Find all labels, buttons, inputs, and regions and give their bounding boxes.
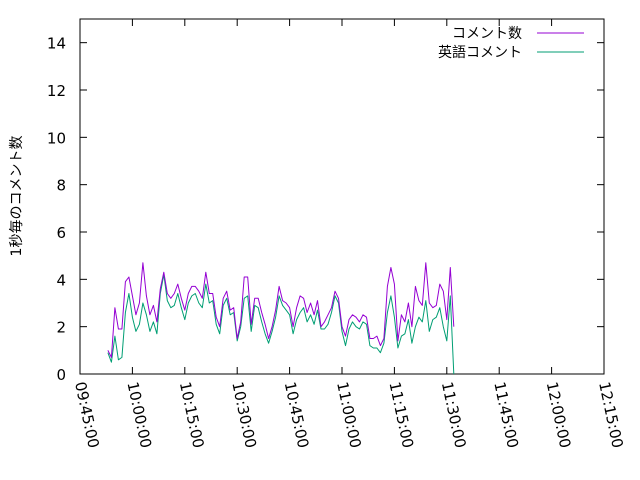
y-tick-label: 0	[56, 366, 66, 384]
y-tick-label: 6	[56, 224, 66, 242]
series-line	[107, 262, 455, 358]
plot-frame	[79, 18, 605, 375]
x-tick-label: 09:45:00	[71, 380, 103, 450]
y-tick-label: 12	[47, 82, 66, 100]
x-tick-label: 12:15:00	[595, 380, 627, 450]
series-line	[107, 274, 455, 375]
x-tick-label: 10:45:00	[281, 380, 313, 450]
x-axis-ticks: 09:45:00 10:00:00 10:15:00 10:30:00 10:45:00…	[71, 19, 627, 450]
y-tick-label: 4	[56, 271, 66, 289]
y-tick-label: 14	[47, 35, 66, 53]
x-tick-label: 11:15:00	[385, 380, 417, 450]
y-axis-label: 1秒毎のコメント数	[9, 136, 25, 257]
y-axis-ticks: 0 2 4 6 8 10 12 14	[47, 35, 604, 384]
x-tick-label: 10:30:00	[228, 380, 260, 450]
series-layer	[107, 262, 455, 375]
legend-label: コメント数	[452, 26, 522, 42]
x-tick-label: 11:45:00	[490, 380, 522, 450]
y-tick-label: 2	[56, 319, 66, 337]
legend-label: 英語コメント	[438, 44, 522, 61]
x-tick-label: 11:00:00	[333, 380, 365, 450]
y-tick-label: 10	[47, 129, 66, 147]
y-tick-label: 8	[56, 177, 66, 195]
x-tick-label: 11:30:00	[438, 380, 470, 450]
x-tick-label: 10:00:00	[123, 380, 155, 450]
x-tick-label: 12:00:00	[543, 380, 575, 450]
x-tick-label: 10:15:00	[176, 380, 208, 450]
